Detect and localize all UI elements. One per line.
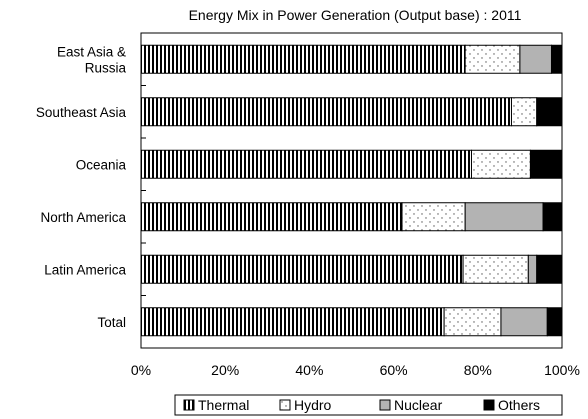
- bar-nuclear-east-asia-russia: [519, 44, 552, 74]
- x-tick-label: 0%: [131, 362, 151, 378]
- bar-hydro-east-asia-russia: [464, 44, 521, 74]
- legend-box: [174, 394, 563, 416]
- bar-thermal-latin-america: [140, 254, 464, 284]
- bar-others-latin-america: [536, 254, 563, 284]
- category-label: East Asia & Russia: [57, 44, 127, 75]
- legend-label-hydro: Hydro: [294, 397, 332, 413]
- x-tick-label: 80%: [464, 362, 492, 378]
- bar-others-total: [546, 307, 563, 337]
- bar-hydro-north-america: [401, 202, 466, 232]
- bar-thermal-total: [140, 307, 445, 337]
- category-label: Latin America: [44, 262, 126, 277]
- chart-title: Energy Mix in Power Generation (Output b…: [189, 7, 522, 23]
- bar-thermal-east-asia-russia: [140, 44, 466, 74]
- x-axis-tick-labels: 0% 20% 40% 60% 80% 100%: [131, 362, 580, 378]
- bar-others-southeast-asia: [536, 97, 563, 127]
- bar-others-north-america: [542, 202, 563, 232]
- bar-nuclear-latin-america: [527, 254, 538, 284]
- bar-hydro-latin-america: [462, 254, 529, 284]
- bar-thermal-north-america: [140, 202, 403, 232]
- bar-thermal-oceania: [140, 149, 472, 179]
- x-tick-label: 20%: [211, 362, 239, 378]
- legend-swatch-thermal: [183, 399, 195, 411]
- category-label: Southeast Asia: [36, 105, 127, 120]
- legend-label-nuclear: Nuclear: [394, 397, 443, 413]
- x-tick-label: 60%: [380, 362, 408, 378]
- legend-label-others: Others: [498, 397, 540, 413]
- bar-others-oceania: [529, 149, 563, 179]
- bar-nuclear-total: [500, 307, 548, 337]
- legend-swatch-others: [483, 399, 495, 411]
- legend: Thermal Hydro Nuclear Others: [174, 394, 563, 416]
- bar-hydro-southeast-asia: [510, 97, 538, 127]
- y-axis-ticks: [141, 85, 146, 296]
- legend-swatch-nuclear: [379, 399, 391, 411]
- legend-swatch-hydro: [279, 399, 291, 411]
- bar-thermal-southeast-asia: [140, 97, 512, 127]
- category-labels: East Asia & Russia Southeast Asia Oceania No…: [36, 44, 127, 330]
- x-tick-label: 40%: [295, 362, 323, 378]
- category-label: North America: [40, 210, 126, 225]
- bar-hydro-oceania: [470, 149, 531, 179]
- category-label: Total: [97, 315, 126, 330]
- x-tick-label: 100%: [544, 362, 580, 378]
- plot-area: [140, 32, 563, 349]
- bars-group: [140, 44, 563, 337]
- legend-label-thermal: Thermal: [198, 397, 249, 413]
- bar-nuclear-north-america: [464, 202, 544, 232]
- category-label: Oceania: [76, 157, 127, 172]
- bar-hydro-total: [443, 307, 502, 337]
- bar-others-east-asia-russia: [550, 44, 563, 74]
